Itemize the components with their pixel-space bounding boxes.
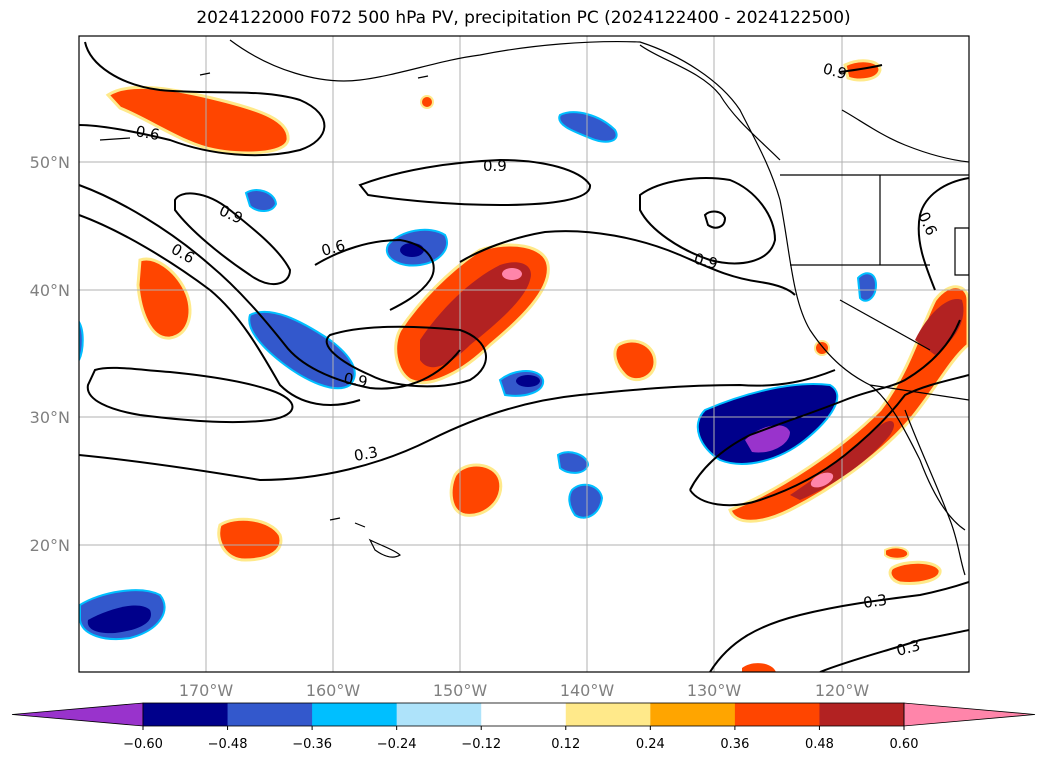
colorbar-swatch [734,703,820,726]
colorbar-swatch [227,703,313,726]
colorbar-tick-label: 0.24 [635,737,665,752]
colorbar-swatch [481,703,567,726]
lon-label-160w: 160°W [305,681,361,700]
precip-blob-central-peak [502,268,522,280]
positive-precip-blobs [105,59,969,672]
colorbar-swatch [396,703,482,726]
colorbar-tick-label: −0.60 [123,737,163,752]
lat-label-30n: 30°N [29,408,70,427]
colorbar-swatch [312,703,398,726]
coastlines [99,39,969,576]
colorbar-tick-label: −0.12 [461,737,502,752]
colorbar-tick-label: 0.12 [551,737,581,752]
precip-blob-s [742,663,776,672]
contour-label: 0.6 [134,122,161,144]
colorbar-swatch [143,703,229,726]
precip-blob-ar-peak [810,472,834,488]
colorbar-extend-max [903,702,1036,727]
contour-label: 0.9 [483,157,507,175]
neg-blob-small-w [244,189,278,212]
precip-dot-1 [420,95,434,109]
map-title: 2024122000 F072 500 hPa PV, precipitatio… [196,8,851,28]
neg-blob-s1 [556,451,590,474]
map-frame [78,35,970,673]
neg-blob-s2 [568,483,604,519]
colorbar-tick-label: −0.36 [292,737,333,752]
precip-blob-sw [217,517,283,562]
pv-contours [79,41,969,672]
colorbar [11,702,1036,730]
neg-blob-sw-core [87,605,151,634]
neg-blob-west [248,310,356,390]
contour-label: 0.9 [342,369,369,391]
precip-blob-small-1 [449,463,503,517]
neg-blob-central-n-core [400,243,424,257]
lat-label-40n: 40°N [29,281,70,300]
lon-label-120w: 120°W [814,681,870,700]
colorbar-tick-label: 0.60 [889,737,919,752]
colorbar-swatch [565,703,651,726]
neg-blob-us [856,272,878,302]
lon-label-130w: 130°W [686,681,742,700]
colorbar-outline [142,702,905,727]
contour-label: 0.9 [821,59,849,83]
colorbar-extend-min [11,702,144,727]
precip-dot-2 [814,340,830,356]
contour-label: 0.3 [353,443,380,465]
contour-label: 0.3 [862,591,888,612]
lon-label-140w: 140°W [559,681,615,700]
colorbar-tick-label: −0.24 [376,737,417,752]
colorbar-swatch [650,703,736,726]
colorbar-tick-label: −0.48 [207,737,248,752]
precip-blob-central-core [420,262,531,368]
colorbar-swatch [819,703,905,726]
precip-blob-w [136,257,192,340]
precip-blob-mid [613,339,657,381]
colorbar-tick-label: 0.36 [720,737,750,752]
precip-blob-ne [843,59,882,82]
precip-blob-ar-north-core [915,299,964,355]
colorbar-tick-label: 0.48 [804,737,834,752]
precip-blob-mx [888,560,942,585]
contour-label: 0.9 [692,249,720,273]
graticule [79,36,969,672]
lat-label-20n: 20°N [29,536,70,555]
precip-blob-mx-small [884,546,910,560]
neg-blob-mid-core [516,375,540,387]
lat-label-50n: 50°N [29,153,70,172]
map-area [79,36,969,672]
contour-label: 0.6 [319,236,347,260]
lon-label-170w: 170°W [178,681,234,700]
lon-label-150w: 150°W [432,681,488,700]
contour-label: 0.3 [894,636,922,660]
